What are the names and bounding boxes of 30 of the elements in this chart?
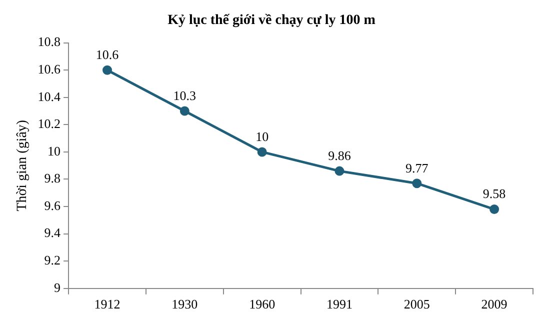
y-tick-label: 9.8 (44, 170, 61, 186)
x-tick-label: 1930 (172, 296, 198, 312)
y-tick-label: 10.8 (38, 34, 61, 50)
data-label: 10.6 (96, 47, 120, 62)
y-tick-label: 9.2 (44, 252, 61, 268)
chart-title: Kỷ lục thế giới về chạy cự ly 100 m (168, 13, 376, 28)
data-label: 10.3 (173, 88, 196, 103)
y-tick-label: 9.4 (44, 225, 62, 240)
point (257, 147, 267, 157)
y-tick-label: 10.2 (38, 116, 61, 132)
y-axis-title: Thời gian (giây) (15, 120, 30, 212)
data-label: 10 (256, 128, 269, 144)
y-tick-label: 9.6 (44, 198, 62, 213)
point (180, 106, 190, 116)
data-label: 9.77 (406, 160, 429, 176)
x-tick-label: 1991 (326, 296, 352, 312)
y-tick-label: 10.6 (38, 62, 62, 77)
x-tick-label: 1960 (249, 296, 276, 312)
point (490, 204, 500, 214)
point (102, 65, 112, 75)
y-tick-label: 10 (48, 143, 61, 158)
data-label: 9.58 (482, 186, 506, 202)
x-tick-label: 2005 (404, 296, 430, 312)
x-tick-label: 2009 (481, 296, 508, 312)
point (412, 178, 422, 188)
data-label: 9.86 (328, 148, 352, 163)
y-tick-label: 10.4 (38, 88, 62, 104)
y-tick-label: 9 (54, 280, 61, 295)
x-tick-label: 1912 (94, 296, 120, 312)
point (334, 166, 344, 176)
